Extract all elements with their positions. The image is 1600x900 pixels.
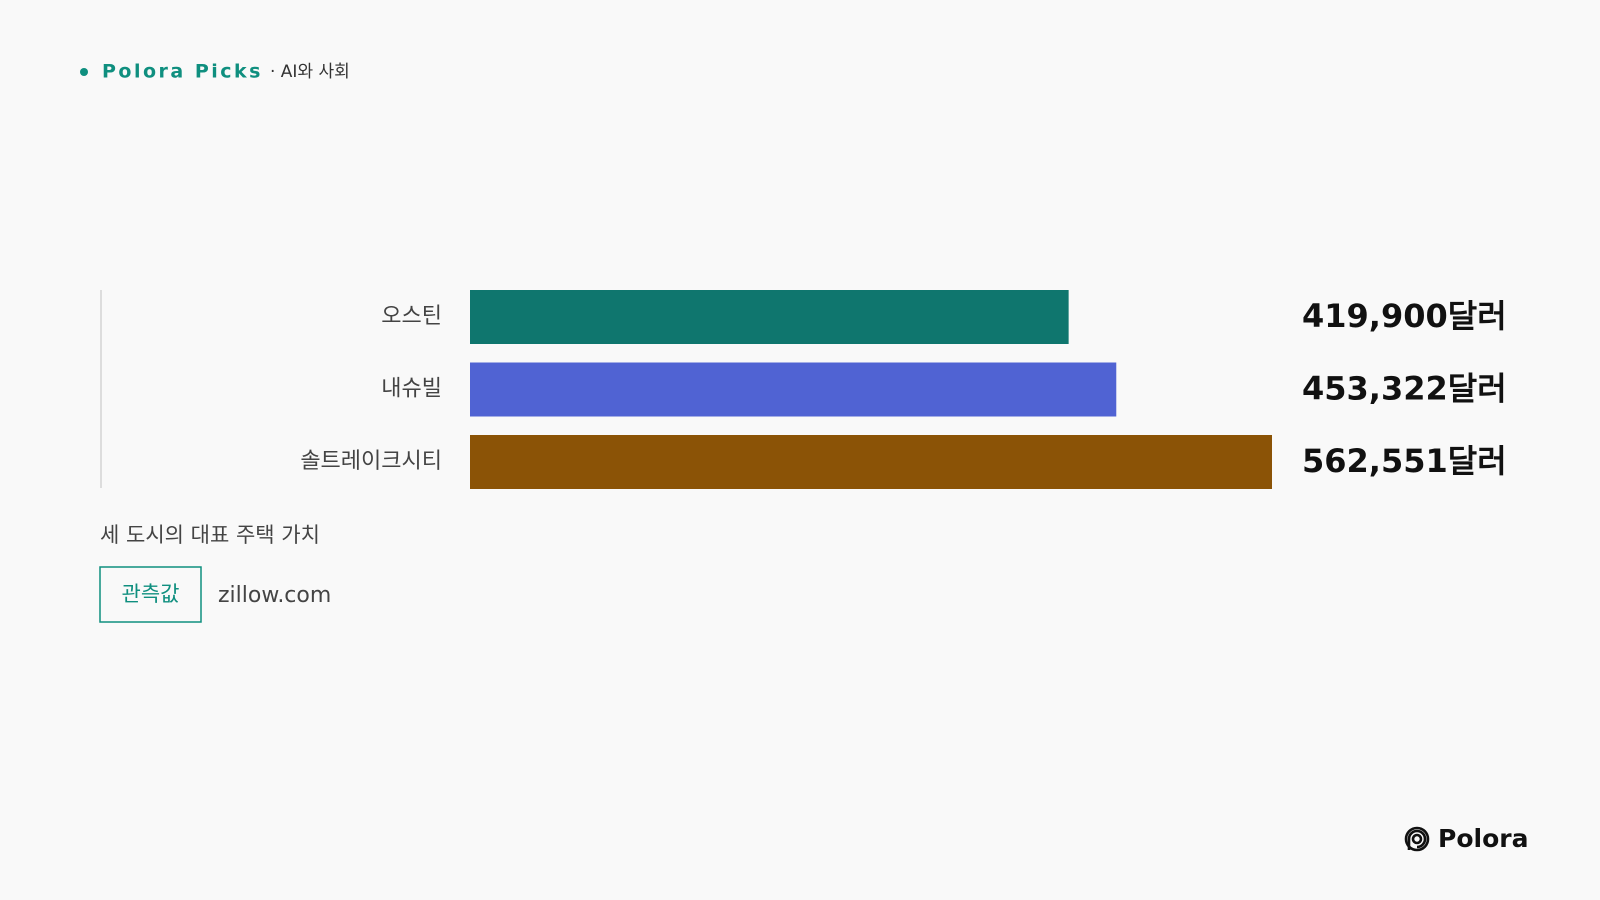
caption: 세 도시의 대표 주택 가치 — [100, 523, 320, 547]
bar — [470, 435, 1272, 489]
brand: Polora Picks — [102, 61, 263, 83]
tag: 관측값 — [122, 582, 180, 606]
bar — [470, 290, 1069, 344]
logo-icon — [1404, 826, 1430, 852]
tag-box — [99, 566, 202, 623]
category-label: 솔트레이크시티 — [300, 449, 442, 474]
value-label: 562,551달러 — [1302, 442, 1507, 480]
topic: · AI와 사회 — [270, 62, 350, 82]
category-label: 오스틴 — [381, 304, 442, 329]
brand-dot — [80, 68, 88, 76]
bar — [470, 362, 1117, 417]
value-label: 453,322달러 — [1302, 370, 1507, 408]
value-label: 419,900달러 — [1302, 297, 1507, 335]
source: zillow.com — [218, 583, 331, 608]
category-label: 내슈빌 — [381, 377, 442, 402]
logo: Polora — [1438, 824, 1528, 853]
